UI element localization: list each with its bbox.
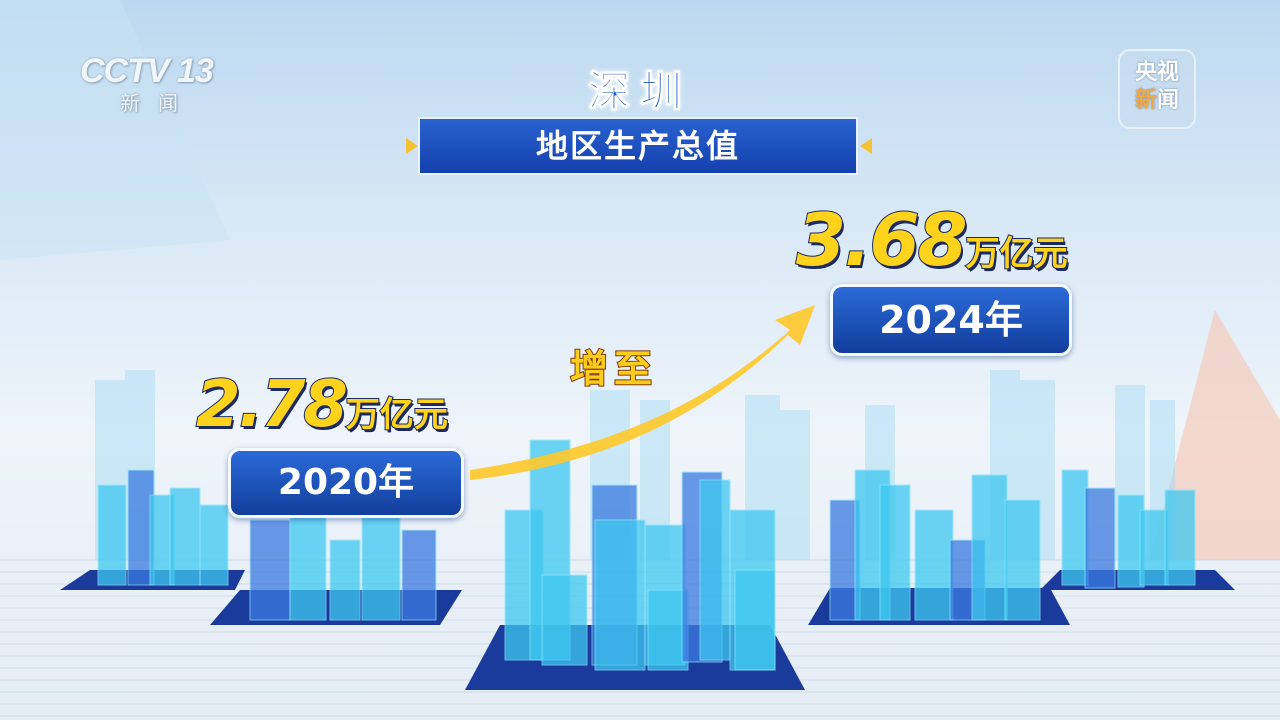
banner-right-arrow-icon — [860, 138, 872, 154]
building — [401, 529, 437, 621]
background-building — [780, 410, 810, 560]
decor-triangle — [0, 0, 230, 260]
start-value: 2.78万亿元 — [195, 367, 449, 443]
building — [1084, 487, 1116, 589]
city-title: 深圳 — [587, 67, 692, 117]
end-value: 3.68万亿元 — [795, 197, 1069, 283]
building — [879, 484, 911, 621]
building — [249, 519, 291, 621]
building — [734, 569, 776, 671]
building — [97, 484, 127, 586]
start-year-pill: 2020年 — [228, 448, 464, 518]
building — [594, 519, 646, 671]
building — [971, 474, 1008, 621]
cctv13-logo: CCTV 13 新闻 — [80, 52, 214, 115]
growth-label: 增至 — [569, 346, 659, 392]
building — [169, 487, 201, 586]
building — [289, 499, 327, 621]
building — [329, 539, 361, 621]
building — [1139, 509, 1169, 586]
building — [1164, 489, 1196, 586]
building — [699, 479, 731, 661]
banner-left-arrow-icon — [406, 138, 418, 154]
metric-banner: 地区生产总值 — [418, 117, 858, 175]
end-year-pill: 2024年 — [830, 284, 1072, 356]
building — [199, 504, 229, 586]
building — [1004, 499, 1041, 621]
cctv-news-badge: 央视 新闻 — [1118, 49, 1196, 129]
building — [361, 509, 401, 621]
building — [1061, 469, 1089, 586]
building — [914, 509, 954, 621]
building — [541, 574, 588, 666]
growth-arrow-icon — [470, 305, 815, 480]
building — [647, 589, 689, 671]
